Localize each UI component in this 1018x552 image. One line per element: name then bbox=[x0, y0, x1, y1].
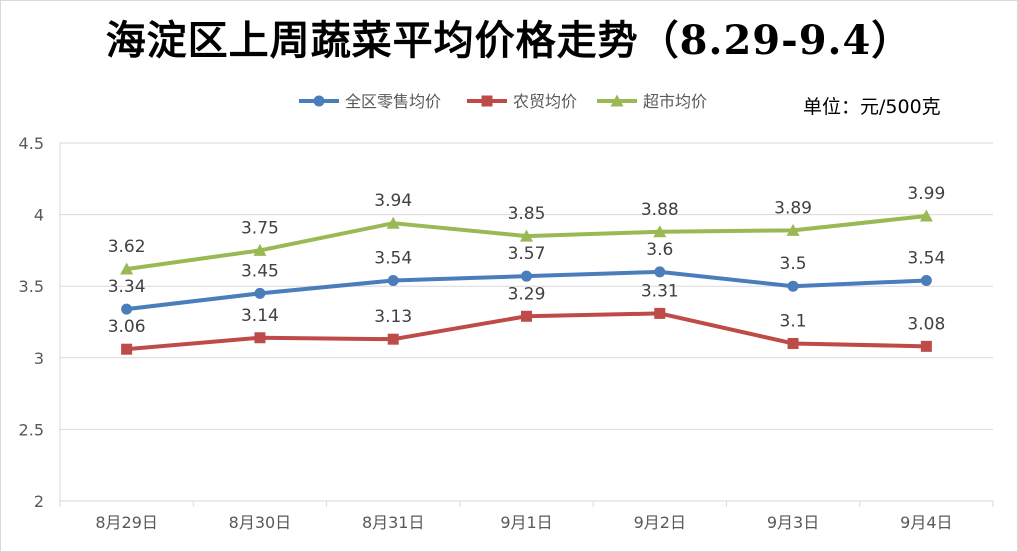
y-tick-label: 3.5 bbox=[19, 277, 44, 296]
data-label: 3.54 bbox=[907, 248, 945, 268]
legend-item: 农贸均价 bbox=[467, 92, 577, 111]
data-point-marker bbox=[120, 262, 134, 275]
chart-title: 海淀区上周蔬菜平均价格走势（8.29-9.4） bbox=[105, 17, 913, 64]
data-label: 3.88 bbox=[641, 200, 679, 220]
legend-item: 全区零售均价 bbox=[299, 92, 441, 111]
unit-label: 单位：元/500克 bbox=[803, 96, 941, 118]
data-point-marker bbox=[920, 340, 932, 352]
y-tick-label: 2.5 bbox=[19, 420, 44, 439]
data-label: 3.85 bbox=[508, 204, 546, 224]
data-point-marker bbox=[481, 95, 493, 107]
x-tick-label: 8月30日 bbox=[229, 513, 292, 532]
legend: 全区零售均价 农贸均价 超市均价 bbox=[299, 92, 707, 111]
y-tick-label: 3 bbox=[34, 349, 44, 368]
data-point-marker bbox=[653, 225, 667, 238]
x-tick-label: 8月31日 bbox=[362, 513, 425, 532]
data-point-marker bbox=[313, 95, 325, 107]
data-point-marker bbox=[121, 343, 133, 355]
data-label: 3.08 bbox=[907, 314, 945, 334]
x-tick-label: 9月1日 bbox=[500, 513, 552, 532]
data-point-marker bbox=[520, 229, 533, 242]
x-tick-label: 9月4日 bbox=[900, 513, 952, 532]
data-point-marker bbox=[387, 333, 399, 345]
data-point-marker bbox=[787, 280, 799, 292]
x-tick-label: 9月2日 bbox=[634, 513, 686, 532]
data-label: 3.06 bbox=[108, 317, 146, 337]
x-tick-label: 9月3日 bbox=[767, 513, 819, 532]
legend-label: 全区零售均价 bbox=[345, 92, 441, 111]
data-label: 3.89 bbox=[774, 198, 812, 218]
data-label: 3.54 bbox=[374, 248, 412, 268]
data-label: 3.5 bbox=[780, 254, 807, 274]
x-tick-label: 8月29日 bbox=[95, 513, 158, 532]
data-point-marker bbox=[919, 209, 933, 222]
data-label: 3.34 bbox=[108, 277, 146, 297]
data-label: 3.94 bbox=[374, 191, 412, 211]
data-label: 3.31 bbox=[641, 281, 679, 301]
data-point-marker bbox=[787, 337, 799, 349]
series-1: 3.06 3.14 3.13 3.29 3.31 3.1 3.08 bbox=[108, 281, 945, 355]
data-point-marker bbox=[920, 274, 932, 286]
data-point-marker bbox=[386, 216, 400, 229]
data-point-marker bbox=[786, 223, 800, 236]
data-point-marker bbox=[521, 270, 532, 282]
data-label: 3.13 bbox=[374, 307, 412, 327]
data-point-marker bbox=[521, 310, 532, 322]
series-2: 3.62 3.75 3.94 3.85 3.88 3.89 3.99 bbox=[108, 184, 945, 275]
data-label: 3.6 bbox=[646, 240, 673, 260]
data-label: 3.62 bbox=[108, 237, 146, 257]
y-tick-label: 4 bbox=[34, 206, 44, 225]
data-point-marker bbox=[387, 274, 399, 286]
legend-item: 超市均价 bbox=[597, 92, 707, 111]
data-point-marker bbox=[121, 303, 133, 315]
data-point-marker bbox=[253, 243, 267, 256]
data-point-marker bbox=[610, 94, 624, 107]
legend-label: 超市均价 bbox=[643, 92, 707, 111]
series-group: 3.343.453.54 3.57 3.63.5 3.543.063.14 3.133.… bbox=[108, 184, 945, 355]
data-label: 3.14 bbox=[241, 306, 279, 326]
data-label: 3.99 bbox=[907, 184, 945, 204]
data-point-marker bbox=[654, 266, 666, 278]
series-0: 3.34 3.45 3.54 3.57 3.6 3.5 3.54 bbox=[108, 240, 945, 315]
y-tick-label: 2 bbox=[34, 492, 44, 511]
data-label: 3.1 bbox=[780, 311, 807, 331]
data-label: 3.45 bbox=[241, 261, 279, 281]
data-point-marker bbox=[654, 307, 666, 319]
data-label: 3.57 bbox=[508, 244, 546, 264]
data-point-marker bbox=[254, 332, 266, 344]
y-tick-label: 4.5 bbox=[19, 134, 44, 153]
data-point-marker bbox=[254, 287, 266, 299]
data-label: 3.29 bbox=[508, 284, 546, 304]
legend-label: 农贸均价 bbox=[513, 92, 577, 111]
data-label: 3.75 bbox=[241, 218, 279, 238]
grid-lines bbox=[60, 142, 993, 502]
